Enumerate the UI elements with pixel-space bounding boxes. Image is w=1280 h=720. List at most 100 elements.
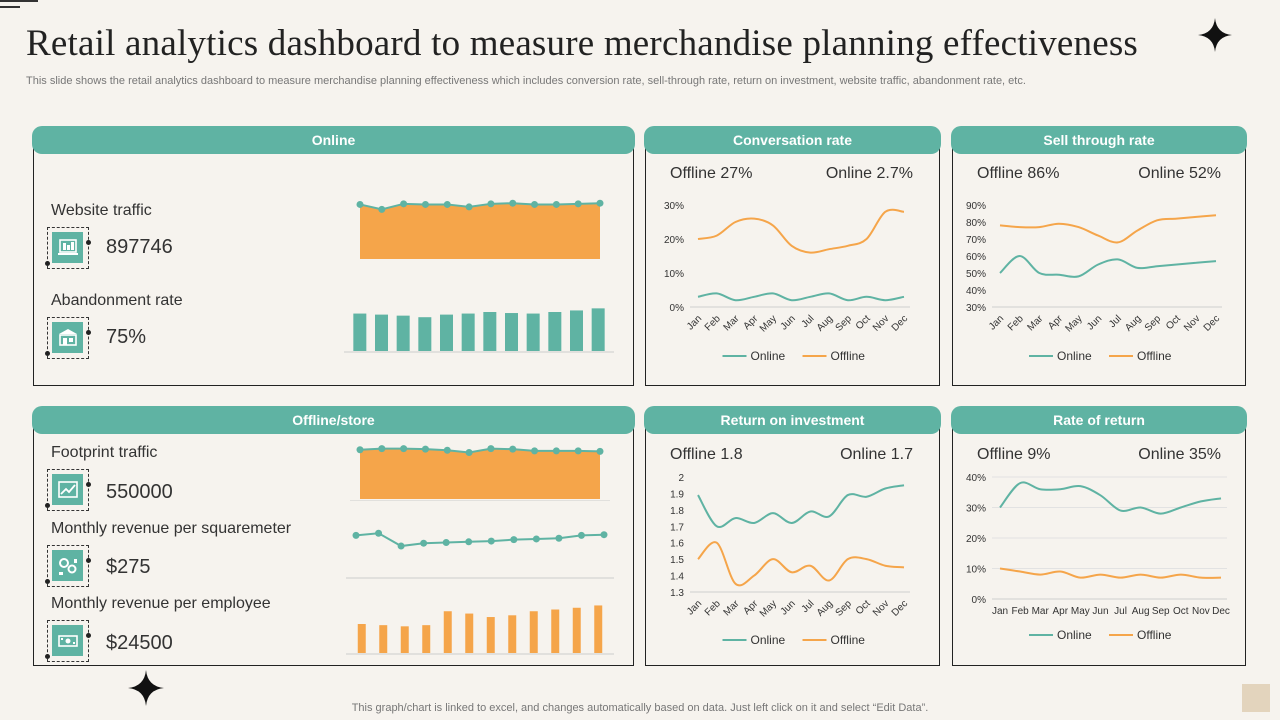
rate-of-return-legend-label-online: Online	[1057, 628, 1092, 642]
return-on-investment-xtick-12: Dec	[890, 598, 910, 618]
gears-icon	[52, 550, 83, 581]
revenue-employee-bar-7	[486, 617, 495, 653]
footprint-traffic-point-9	[531, 447, 539, 455]
website-traffic-point-9	[531, 200, 539, 208]
sell-through-rate-series-offline	[999, 214, 1217, 244]
footprint-traffic-point-3	[400, 445, 408, 453]
sell-through-rate-ytick-5: 70%	[966, 235, 986, 246]
return-on-investment-xtick-11: Nov	[871, 598, 891, 618]
sell-through-rate-ytick-3: 50%	[966, 269, 986, 280]
footprint-traffic-point-8	[509, 445, 517, 453]
sell-through-rate-xtick-3: Mar	[1025, 313, 1045, 333]
return-on-investment-ytick-6: 1.8	[670, 506, 684, 517]
revenue-sqm-point-2	[375, 529, 383, 537]
rate-of-return-xtick-7: Jul	[1114, 606, 1127, 617]
rate-of-return-ytick-5: 40%	[966, 473, 986, 484]
footprint-traffic-point-10	[552, 447, 560, 455]
revenue-employee-bar-3	[400, 626, 409, 653]
footprint-traffic-icon-box	[45, 469, 91, 511]
sell-through-rate-legend-label-offline: Offline	[1137, 349, 1172, 363]
website-traffic-point-12	[596, 199, 604, 207]
sell-through-rate-ytick-1: 30%	[966, 303, 986, 314]
sell-through-panel: Sell through rate Offline 86% Online 52%…	[951, 126, 1247, 386]
abandonment-rate-bar-8	[505, 313, 518, 351]
footprint-traffic-point-4	[421, 445, 429, 453]
conversion-rate-panel: Conversation rate Offline 27% Online 2.7…	[644, 126, 941, 386]
conversion-rate-xtick-12: Dec	[890, 313, 910, 333]
website-traffic-point-4	[421, 200, 429, 208]
revenue-employee-bar-1	[357, 624, 366, 653]
return-on-investment-xtick-8: Aug	[815, 598, 835, 618]
conversion-rate-xtick-7: Jul	[800, 313, 817, 330]
conversion-rate-xtick-11: Nov	[871, 313, 891, 333]
conversion-rate-xtick-10: Oct	[854, 313, 873, 332]
return-on-investment-xtick-1: Jan	[685, 598, 704, 617]
rate-of-return-xtick-3: Mar	[1032, 606, 1050, 617]
website-traffic-point-5	[443, 200, 451, 208]
footprint-traffic-value: 550000	[106, 481, 173, 503]
revenue-sqm-point-4	[420, 539, 428, 547]
conversion-rate-xtick-6: Jun	[779, 313, 798, 332]
return-on-investment-ytick-7: 1.9	[670, 489, 684, 500]
sell-through-rate-ytick-6: 80%	[966, 218, 986, 229]
footprint-traffic-point-7	[487, 445, 495, 453]
money-icon	[52, 625, 83, 656]
website-traffic-point-6	[465, 203, 473, 211]
conversion-rate-xtick-9: Sep	[834, 313, 855, 334]
return-on-investment-xtick-6: Jun	[779, 598, 798, 617]
sell-through-rate-ytick-4: 60%	[966, 252, 986, 263]
rate-of-return-ytick-1: 0%	[972, 595, 987, 606]
revenue-sqm-point-3	[397, 542, 405, 550]
return-on-investment-legend-label-offline: Offline	[831, 633, 866, 647]
conversion-rate-legend-label-offline: Offline	[831, 349, 866, 363]
return-on-investment-xtick-7: Jul	[800, 598, 817, 615]
conversion-rate-legend-label-online: Online	[751, 349, 786, 363]
revenue-sqm-point-7	[487, 537, 495, 545]
abandonment-rate-bar-12	[591, 308, 605, 351]
ror-online-stat: Online 35%	[1138, 446, 1221, 463]
revenue-employee-chart	[346, 605, 614, 655]
revenue-sqm-chart	[346, 529, 614, 579]
return-on-investment-series-online	[697, 484, 905, 529]
revenue-sqm-point-12	[600, 531, 608, 539]
conversion-rate-xtick-2: Feb	[703, 313, 723, 333]
website-traffic-line	[359, 202, 601, 211]
revenue-employee-bar-6	[465, 613, 474, 653]
revenue-employee-bar-4	[422, 625, 431, 653]
website-traffic-value: 897746	[106, 236, 173, 258]
sell-through-rate-xtick-12: Dec	[1202, 313, 1222, 333]
return-on-investment-ytick-1: 1.3	[670, 588, 684, 599]
sell-through-rate-ytick-7: 90%	[966, 201, 986, 212]
ror-header: Rate of return	[951, 406, 1247, 434]
return-on-investment-xtick-10: Oct	[854, 598, 873, 617]
rate-of-return-xtick-8: Aug	[1132, 606, 1150, 617]
offline-header: Offline/store	[32, 406, 635, 434]
footprint-traffic-line	[359, 447, 601, 454]
sell-through-offline-stat: Offline 86%	[977, 165, 1060, 182]
roi-header: Return on investment	[644, 406, 941, 434]
sell-through-rate-ytick-2: 40%	[966, 286, 986, 297]
conversion-rate-xtick-3: Mar	[722, 313, 742, 333]
website-traffic-point-2	[378, 205, 386, 213]
footprint-traffic-point-6	[465, 449, 473, 457]
corner-square	[1242, 684, 1270, 712]
rate-of-return-xtick-10: Oct	[1173, 606, 1189, 617]
return-on-investment-ytick-3: 1.5	[670, 555, 684, 566]
rate-of-return-series-online	[999, 481, 1222, 515]
rate-of-return-xtick-5: May	[1071, 606, 1090, 617]
website-traffic-point-3	[400, 200, 408, 208]
conversion-online-stat: Online 2.7%	[825, 165, 913, 182]
abandonment-rate-bar-11	[570, 310, 583, 351]
website-traffic-point-8	[509, 199, 517, 207]
conversion-offline-stat: Offline 27%	[670, 165, 753, 182]
rate-of-return-xtick-2: Feb	[1011, 606, 1029, 617]
rate-of-return-xtick-1: Jan	[992, 606, 1008, 617]
abandonment-rate-bar-10	[548, 312, 562, 351]
rate-of-return-xtick-11: Nov	[1192, 606, 1210, 617]
roi-offline-stat: Offline 1.8	[670, 446, 743, 463]
return-on-investment-ytick-2: 1.4	[670, 572, 684, 583]
return-on-investment-series-offline	[697, 541, 905, 587]
revenue-sqm-icon-box	[45, 545, 91, 587]
conversion-rate-xtick-5: May	[758, 313, 779, 334]
